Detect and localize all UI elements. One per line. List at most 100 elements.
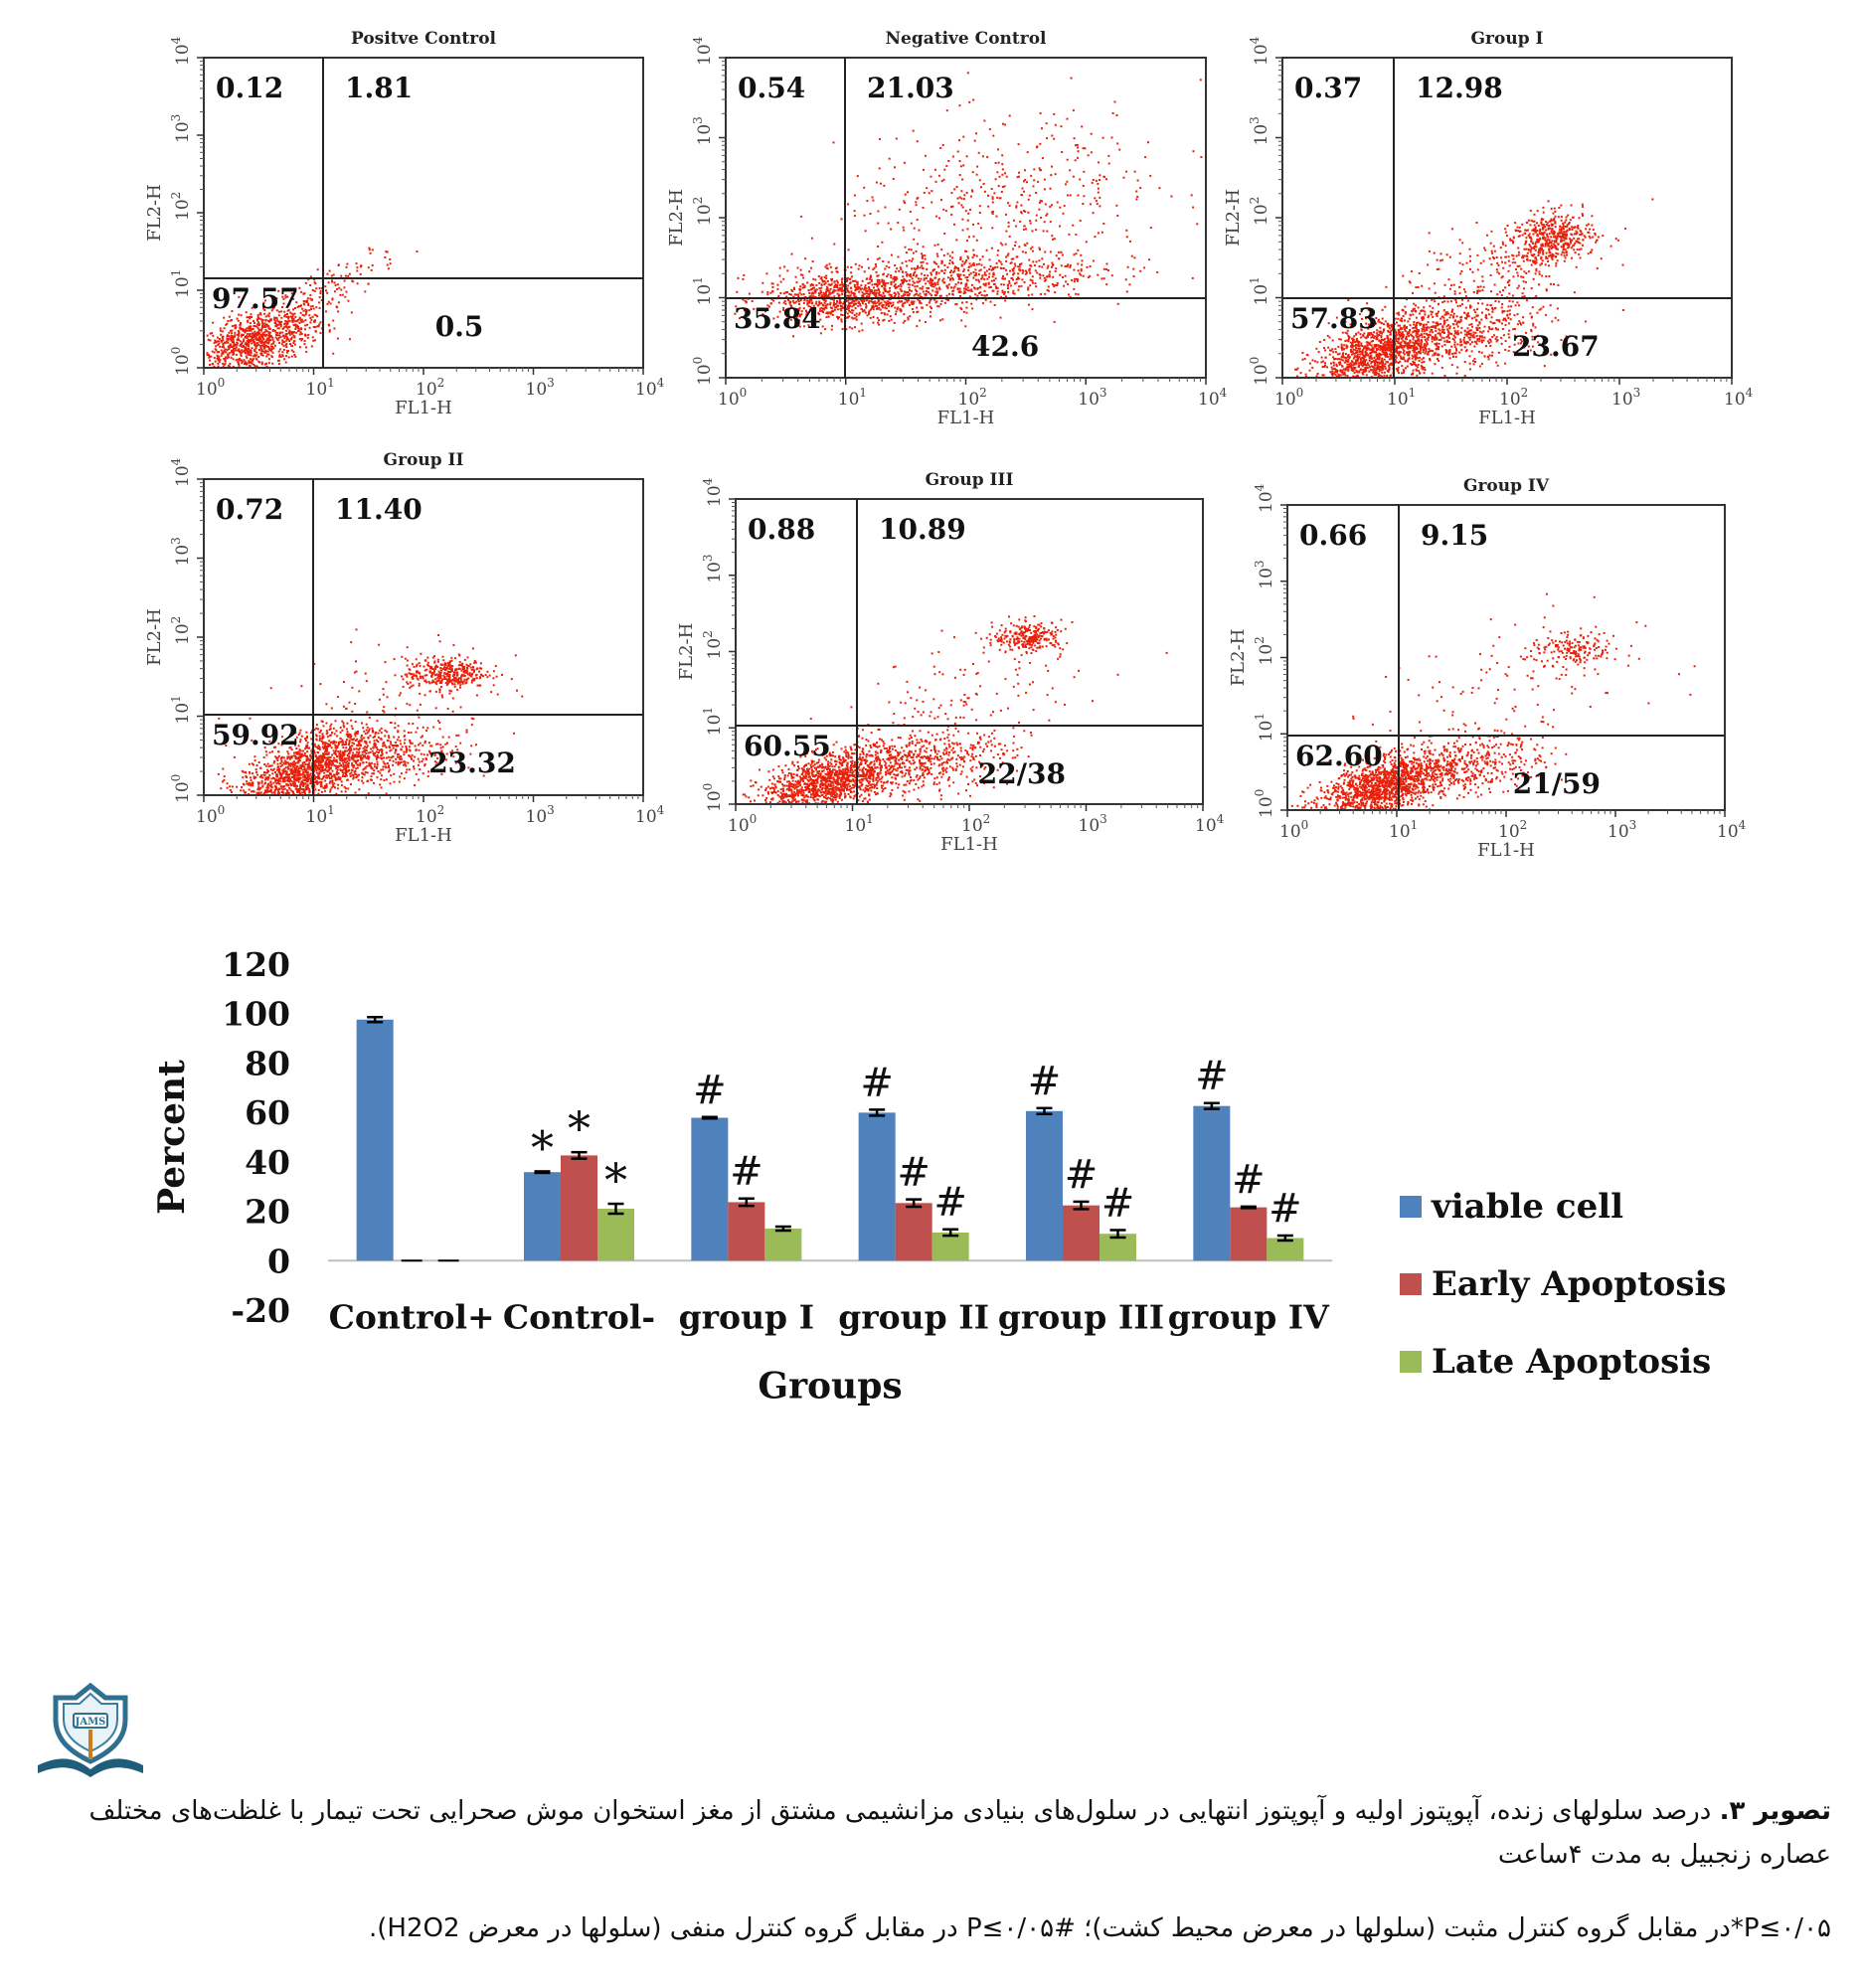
quadrant-upper-right-value: 12.98 [1416,72,1503,104]
x-tick-label: 103 [1079,812,1107,836]
y-tick-label: 100 [701,783,725,812]
y-tick-label: 101 [169,269,193,298]
y-tick-label: 60 [245,1093,290,1132]
x-tick-exponent: 4 [1217,812,1225,826]
x-tick-label: 101 [306,803,335,827]
legend-swatch [1400,1351,1422,1373]
y-tick-label: 103 [169,537,193,566]
x-tick-exponent: 4 [1746,386,1754,400]
bar-viable-cell [1026,1110,1063,1261]
quadrant-upper-left-value: 0.72 [216,493,283,526]
x-tick-exponent: 2 [983,812,991,826]
quadrant-lower-right-value: 23.32 [428,746,516,779]
y-tick-label: 103 [169,114,193,143]
y-axis-label: FL2-H [676,623,697,681]
significance-mark: # [1101,1180,1135,1226]
y-tick-exponent: 3 [169,114,183,122]
y-tick-exponent: 0 [169,774,183,782]
y-tick-label: 103 [691,116,715,145]
quadrant-upper-left-value: 0.66 [1299,519,1367,552]
x-tick-label: 100 [728,812,757,836]
y-tick-exponent: 3 [1248,116,1262,124]
y-axis-label: FL2-H [144,184,165,242]
caption-text: درصد سلولهای زنده، آپوپتوز اولیه و آپوپت… [88,1796,1832,1870]
quadrant-lower-left-value: 59.92 [212,719,299,751]
y-tick-exponent: 2 [1253,636,1267,644]
x-tick-exponent: 2 [979,386,987,400]
quadrant-upper-right-value: 11.40 [335,493,423,526]
significance-mark: # [1028,1059,1062,1104]
bar-early-apoptosis [895,1203,932,1261]
x-category-label: group II [838,1297,989,1336]
y-tick-exponent: 4 [1248,36,1262,44]
x-tick-exponent: 2 [1520,818,1528,832]
caption-label: تصویر ۳. [1719,1796,1831,1826]
x-tick-exponent: 0 [1296,386,1304,400]
x-tick-exponent: 1 [866,812,874,826]
y-tick-label: 40 [245,1143,290,1182]
bar-viable-cell [858,1112,896,1261]
y-tick-exponent: 0 [1248,357,1262,365]
y-tick-label: 103 [701,554,725,582]
panel-title: Negative Control [885,29,1047,49]
x-tick-label: 100 [1274,386,1303,410]
scatter-points [742,615,1168,805]
y-tick-label: 101 [169,695,193,724]
legend-swatch [1400,1196,1422,1218]
legend-entry: Early Apoptosis [1432,1264,1727,1304]
x-tick-exponent: 2 [1521,386,1529,400]
x-tick-exponent: 0 [218,803,226,817]
y-tick-exponent: 1 [169,695,183,703]
y-tick-exponent: 3 [701,554,715,562]
x-tick-label: 102 [1499,386,1528,410]
x-tick-exponent: 0 [750,812,758,826]
significance-mark: # [933,1180,967,1226]
x-axis-label: FL1-H [937,408,995,428]
x-tick-exponent: 1 [327,803,335,817]
x-tick-exponent: 3 [547,803,555,817]
y-tick-exponent: 1 [701,707,715,715]
bar-viable-cell [691,1117,729,1261]
x-tick-exponent: 2 [437,376,445,390]
bar-viable-cell [524,1172,561,1261]
quadrant-lower-left-value: 60.55 [744,730,831,762]
bar-viable-cell [1193,1105,1231,1261]
y-tick-exponent: 4 [1253,483,1267,491]
quadrant-upper-right-value: 21.03 [867,72,954,104]
bar-viable-cell [356,1019,394,1261]
x-tick-label: 102 [416,376,444,400]
x-tick-label: 104 [1717,818,1747,842]
y-tick-exponent: 0 [701,783,715,791]
x-tick-label: 104 [1195,812,1225,836]
bar-late-apoptosis [764,1229,802,1261]
y-tick-exponent: 2 [701,630,715,638]
y-axis-label: FL2-H [1223,189,1244,247]
x-tick-exponent: 3 [1633,386,1641,400]
x-axis-label: FL1-H [1478,408,1536,428]
x-tick-exponent: 4 [1220,386,1228,400]
y-tick-label: -20 [231,1291,290,1330]
y-tick-label: 100 [169,774,193,803]
y-tick-label: 102 [169,616,193,645]
y-tick-label: 102 [169,192,193,221]
y-tick-label: 101 [691,276,715,305]
y-axis-label: FL2-H [666,189,687,247]
x-tick-exponent: 0 [740,386,748,400]
y-tick-label: 104 [691,36,715,66]
quadrant-lower-left-value: 35.84 [734,302,821,335]
y-tick-label: 100 [1248,357,1271,386]
y-tick-label: 102 [691,197,715,226]
x-tick-label: 103 [1611,386,1640,410]
x-tick-label: 103 [1607,818,1636,842]
significance-mark: # [730,1149,763,1195]
quadrant-upper-right-value: 10.89 [879,513,966,546]
quadrant-lower-right-value: 22/38 [978,757,1066,790]
x-category-label: group IV [1168,1297,1330,1336]
y-tick-label: 102 [701,630,725,659]
